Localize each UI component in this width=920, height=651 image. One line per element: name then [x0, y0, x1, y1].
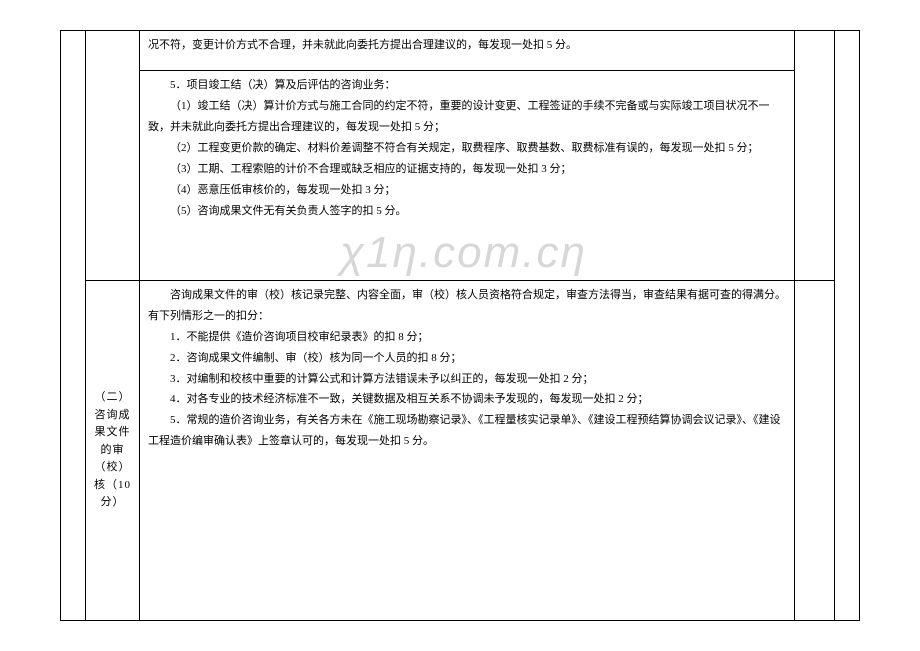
empty-left-cell	[61, 31, 86, 621]
content-cell-row1: 况不符，变更计价方式不合理，并未就此向委托方提出合理建议的，每发现一处扣 5 分…	[140, 31, 795, 71]
row1-text: 况不符，变更计价方式不合理，并未就此向委托方提出合理建议的，每发现一处扣 5 分…	[148, 35, 786, 56]
empty-right1-cell-row3	[795, 281, 835, 621]
row3-item4: 4．对各专业的技术经济标准不一致，关键数据及相互关系不协调未予发现的，每发现一处…	[148, 389, 786, 410]
label-cell-empty	[86, 31, 140, 281]
row2-line4: （4）恶意压低审核价的，每发现一处扣 3 分；	[148, 180, 786, 201]
row3-item1: 1．不能提供《造价咨询项目校审纪录表》的扣 8 分；	[148, 327, 786, 348]
row2-line3: （3）工期、工程索赔的计价不合理或缺乏相应的证据支持的，每发现一处扣 3 分；	[148, 159, 786, 180]
row2-title: 5．项目竣工结（决）算及后评估的咨询业务：	[148, 75, 786, 96]
row3-item5: 5．常规的造价咨询业务，有关各方未在《施工现场勘察记录》、《工程量核实记录单》、…	[148, 410, 786, 452]
table-row: 5．项目竣工结（决）算及后评估的咨询业务： （1）竣工结（决）算计价方式与施工合…	[61, 71, 860, 281]
row3-item3: 3．对编制和校核中重要的计算公式和计算方法错误未予以纠正的，每发现一处扣 2 分…	[148, 369, 786, 390]
table-row: 况不符，变更计价方式不合理，并未就此向委托方提出合理建议的，每发现一处扣 5 分…	[61, 31, 860, 71]
row3-intro: 咨询成果文件的审（校）核记录完整、内容全面，审（校）核人员资格符合规定，审查方法…	[148, 285, 786, 327]
row3-content: 咨询成果文件的审（校）核记录完整、内容全面，审（校）核人员资格符合规定，审查方法…	[148, 285, 786, 452]
row3-item2: 2．咨询成果文件编制、审（校）核为同一个人员的扣 8 分；	[148, 348, 786, 369]
content-cell-row3: 咨询成果文件的审（校）核记录完整、内容全面，审（校）核人员资格符合规定，审查方法…	[140, 281, 795, 621]
label-cell-row3: （二）咨询成果文件的审（校）核（10 分）	[86, 281, 140, 621]
empty-right1-cell	[795, 31, 835, 281]
row2-line5: （5）咨询成果文件无有关负责人签字的扣 5 分。	[148, 201, 786, 222]
row2-line1: （1）竣工结（决）算计价方式与施工合同的约定不符，重要的设计变更、工程签证的手续…	[148, 96, 786, 138]
content-cell-row2: 5．项目竣工结（决）算及后评估的咨询业务： （1）竣工结（决）算计价方式与施工合…	[140, 71, 795, 281]
row2-line2: （2）工程变更价款的确定、材料价差调整不符合有关规定，取费程序、取费基数、取费标…	[148, 138, 786, 159]
empty-right2-cell	[835, 31, 860, 621]
document-table-container: 况不符，变更计价方式不合理，并未就此向委托方提出合理建议的，每发现一处扣 5 分…	[60, 30, 860, 621]
scoring-table: 况不符，变更计价方式不合理，并未就此向委托方提出合理建议的，每发现一处扣 5 分…	[60, 30, 860, 621]
row2-content: 5．项目竣工结（决）算及后评估的咨询业务： （1）竣工结（决）算计价方式与施工合…	[148, 75, 786, 221]
row3-label: （二）咨询成果文件的审（校）核（10 分）	[94, 389, 131, 512]
table-row: （二）咨询成果文件的审（校）核（10 分） 咨询成果文件的审（校）核记录完整、内…	[61, 281, 860, 621]
